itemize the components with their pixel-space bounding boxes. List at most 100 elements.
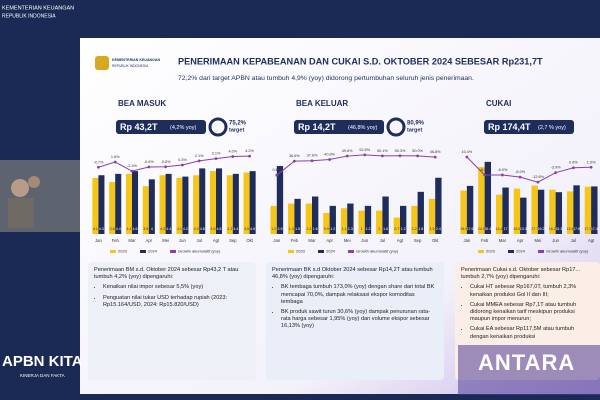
headline: Rp 14,2T <box>298 122 336 132</box>
bar-label: 4.4 <box>126 227 131 231</box>
bar-label: 4.3 <box>194 227 199 231</box>
legend-swatch <box>140 250 146 253</box>
x-tick-label: Agt <box>397 238 404 243</box>
chart-title: BEA MASUK <box>118 99 166 108</box>
bar <box>209 171 216 234</box>
bar <box>537 189 545 234</box>
x-tick-label: Jan <box>95 238 102 243</box>
x-tick-label: Apr <box>326 238 333 243</box>
bar <box>92 177 99 234</box>
bar <box>364 205 372 234</box>
bar-label: 4.4 <box>166 227 171 231</box>
growth-point <box>328 158 331 161</box>
x-tick-label: Okt <box>432 238 439 243</box>
bar-label: 3.8 <box>110 227 115 231</box>
bar <box>531 185 538 234</box>
legend-swatch <box>508 250 514 253</box>
growth-point <box>465 155 469 159</box>
bar-label: 13.3 <box>520 227 527 231</box>
headline-bg <box>484 120 574 134</box>
bar-label: 15.3 <box>555 227 562 231</box>
growth-point <box>398 154 402 158</box>
legend-swatch <box>478 250 484 253</box>
bar-label: 4 <box>151 227 153 231</box>
bar-label: 17.3 <box>584 227 591 231</box>
legend-swatch <box>288 250 294 253</box>
note-intro: Penerimaan BM s.d. Oktober 2024 sebesar … <box>94 267 239 281</box>
bar <box>288 203 295 234</box>
bar-label: 3.5 <box>143 227 148 231</box>
bar <box>435 177 442 234</box>
bar <box>193 175 200 234</box>
bar <box>232 173 239 234</box>
legend-swatch <box>348 250 354 253</box>
bar <box>125 173 132 234</box>
person <box>8 198 34 228</box>
legend-label: Growth akumulatif (yoy) <box>546 249 589 254</box>
logo-text: REPUBLIK INDONESIA <box>112 64 149 68</box>
note-bullet: Penguatan nilai tukar USD terhadap rupia… <box>103 295 250 309</box>
growth-label: 0.6% <box>569 161 578 165</box>
bar <box>323 212 330 234</box>
bar <box>513 188 521 234</box>
bar <box>98 175 105 234</box>
legend-label: 2024 <box>148 249 158 254</box>
bar-label: 16.6 <box>513 227 520 231</box>
legend-swatch <box>110 250 116 253</box>
growth-line <box>276 154 436 176</box>
growth-point <box>231 155 235 158</box>
bar-label: 0.7 <box>394 227 399 231</box>
bar <box>382 196 389 234</box>
growth-point <box>164 165 168 169</box>
growth-point <box>275 173 279 177</box>
x-tick-label: Jul <box>571 238 576 243</box>
bar-label: 4.1 <box>177 227 182 231</box>
ministry: KEMENTERIAN KEUANGAN <box>2 5 74 11</box>
bar <box>165 173 172 234</box>
legend-swatch <box>538 250 544 253</box>
bar <box>411 205 418 234</box>
growth-label: 50.1% <box>377 149 388 153</box>
note-bullet: Cukai MMEA sebesar Rp7,1T atau tumbuh di… <box>470 302 594 324</box>
bar-label: 1.1 <box>342 227 347 231</box>
legend-label: 2024 <box>516 249 526 254</box>
growth-point <box>500 173 504 177</box>
growth-line <box>98 155 250 172</box>
bar <box>520 197 527 234</box>
bar-label: 2.4 <box>436 227 441 231</box>
bar-label: 4.6 <box>133 227 138 231</box>
note-list: Kenaikan nilai impor sebesar 5,5% (yoy) P… <box>94 284 250 309</box>
bar <box>495 194 503 234</box>
logo <box>95 56 109 70</box>
x-tick-label: Mar <box>499 238 507 243</box>
bar <box>549 189 556 234</box>
headline: Rp 43,2T <box>120 122 158 132</box>
note-bullet: Cukai HT sebesar Rp167,0T, tumbuh 2,3% k… <box>470 284 594 298</box>
growth-point <box>214 157 218 161</box>
x-tick-label: Jun <box>179 238 186 243</box>
headline-bg <box>294 120 384 134</box>
growth-point <box>310 159 314 163</box>
growth-label: -0.5% <box>161 160 172 164</box>
bar-label: 15.6 <box>567 227 574 231</box>
growth-label: 10.4% <box>461 150 472 154</box>
headline-growth: (4,2% yoy) <box>170 125 196 131</box>
bar-label: 4.8 <box>217 227 222 231</box>
bar <box>132 171 139 234</box>
bar-label: 4.5 <box>244 227 249 231</box>
watermark-bg <box>458 345 600 395</box>
bar-label: 17 <box>504 227 508 231</box>
growth-label: 0.3% <box>178 158 187 162</box>
bar-label: 1.2 <box>365 227 370 231</box>
bar <box>478 167 485 234</box>
bar <box>226 175 233 234</box>
target-value: 75,2% <box>229 121 247 127</box>
headline-growth: (2,7 % yoy) <box>538 125 566 131</box>
bar <box>270 205 277 234</box>
bar <box>400 205 407 234</box>
bar <box>358 210 365 234</box>
growth-label: 36.6% <box>289 154 300 158</box>
note-bullet: Cukai EA sebesar Rp117,5M atau tumbuh de… <box>470 326 594 340</box>
note-list: BK tembaga tumbuh 173,0% (yoy) dengan sh… <box>272 284 438 330</box>
growth-line <box>466 156 592 183</box>
